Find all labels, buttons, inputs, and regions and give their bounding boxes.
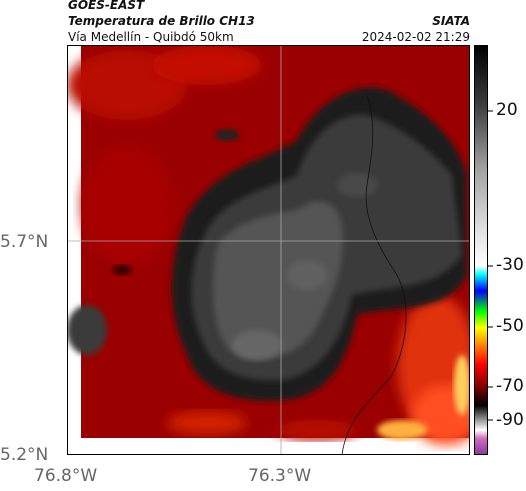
region-subtitle: Vía Medellín - Quibdó 50km: [68, 30, 234, 44]
lat-tick-label: 5.2°N: [0, 445, 49, 465]
satellite-image: [67, 45, 470, 455]
lat-tick-label: 5.7°N: [0, 232, 49, 252]
lon-tick-label: 76.8°W: [34, 466, 98, 486]
product-title: Temperatura de Brillo CH13: [68, 14, 255, 28]
colorbar: [474, 45, 488, 455]
brightness-temperature-map: [67, 45, 470, 455]
gridlines: [67, 45, 470, 455]
colorbar-tick-label: -30: [496, 255, 524, 275]
lon-tick-label: 76.3°W: [248, 466, 312, 486]
satellite-title: GOES-EAST: [68, 0, 145, 12]
colorbar-tick-label: 20: [496, 100, 518, 120]
colorbar-tick-label: -70: [496, 376, 524, 396]
agency-label: SIATA: [432, 14, 470, 28]
colorbar-ticks: [488, 110, 493, 421]
datetime-label: 2024-02-02 21:29: [361, 30, 470, 44]
colorbar-tick-label: -50: [496, 316, 524, 336]
colorbar-tick-label: -90: [496, 410, 524, 430]
